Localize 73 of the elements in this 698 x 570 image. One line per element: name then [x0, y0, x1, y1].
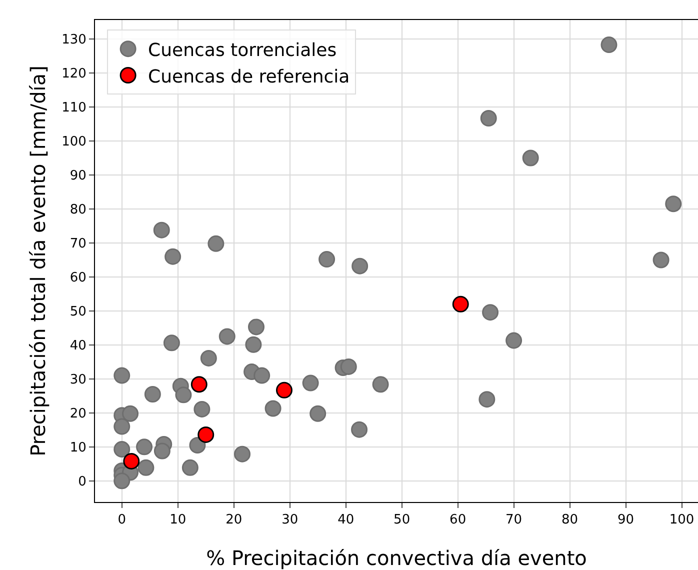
point — [234, 446, 250, 462]
y-tick-label: 50 — [70, 304, 86, 320]
point — [352, 258, 368, 274]
point — [122, 405, 139, 422]
point — [218, 328, 236, 345]
x-tick-label: 20 — [226, 512, 242, 528]
point — [114, 472, 130, 490]
y-tick-label: 0 — [78, 474, 86, 490]
point — [600, 36, 618, 54]
x-tick-label: 100 — [669, 512, 694, 528]
point — [114, 441, 130, 458]
point — [123, 452, 140, 470]
point — [478, 391, 496, 408]
x-tick-label: 80 — [562, 512, 578, 528]
x-tick-label: 0 — [118, 512, 126, 528]
point — [208, 235, 224, 252]
point — [144, 386, 161, 402]
point — [163, 334, 180, 352]
point — [248, 318, 264, 336]
y-tick-label: 20 — [70, 406, 86, 422]
y-tick-label: 30 — [70, 372, 86, 388]
point — [254, 367, 270, 384]
point — [154, 442, 170, 460]
point — [372, 376, 389, 393]
point — [652, 252, 670, 268]
point — [200, 350, 217, 366]
x-tick-label: 70 — [506, 512, 522, 528]
y-tick-label: 70 — [70, 236, 86, 252]
point — [138, 459, 154, 476]
x-axis-title: % Precipitación convectiva día evento — [206, 546, 587, 570]
y-tick-label: 110 — [62, 100, 86, 116]
point — [114, 367, 130, 384]
point — [189, 436, 206, 454]
y-tick-label: 10 — [70, 440, 86, 456]
x-tick-label: 10 — [170, 512, 186, 528]
x-tick-label: 50 — [394, 512, 410, 528]
y-tick-label: 60 — [70, 270, 86, 286]
point — [480, 110, 497, 126]
point — [114, 418, 130, 435]
y-tick-label: 120 — [62, 66, 86, 82]
point — [198, 426, 214, 443]
y-tick-label: 90 — [70, 168, 86, 184]
point — [482, 304, 499, 321]
point — [190, 376, 208, 393]
x-tick-label: 90 — [617, 512, 634, 528]
x-tick-label: 40 — [338, 512, 354, 528]
point — [153, 222, 170, 238]
point — [310, 405, 326, 422]
point — [164, 248, 182, 265]
x-tick-label: 30 — [282, 512, 298, 528]
point — [522, 150, 539, 166]
x-tick-label: 60 — [450, 512, 466, 528]
point — [351, 421, 368, 438]
y-tick-label: 100 — [62, 134, 86, 150]
point — [452, 296, 469, 312]
point — [665, 196, 682, 212]
point — [175, 386, 192, 404]
point — [194, 400, 210, 418]
point — [318, 251, 336, 268]
point — [182, 459, 198, 476]
point — [302, 374, 319, 392]
y-tick-label: 40 — [70, 338, 86, 354]
point — [276, 382, 292, 398]
point — [340, 358, 357, 375]
y-tick-label: 130 — [62, 32, 86, 48]
y-tick-label: 80 — [70, 202, 86, 218]
y-axis-title: Precipitación total día evento [mm/día] — [26, 66, 50, 456]
point — [136, 438, 153, 456]
point — [506, 332, 522, 349]
point — [245, 336, 262, 353]
legend-label: Cuencas de referencia — [148, 66, 350, 88]
legend-label: Cuencas torrenciales — [148, 40, 337, 61]
point — [264, 400, 282, 417]
